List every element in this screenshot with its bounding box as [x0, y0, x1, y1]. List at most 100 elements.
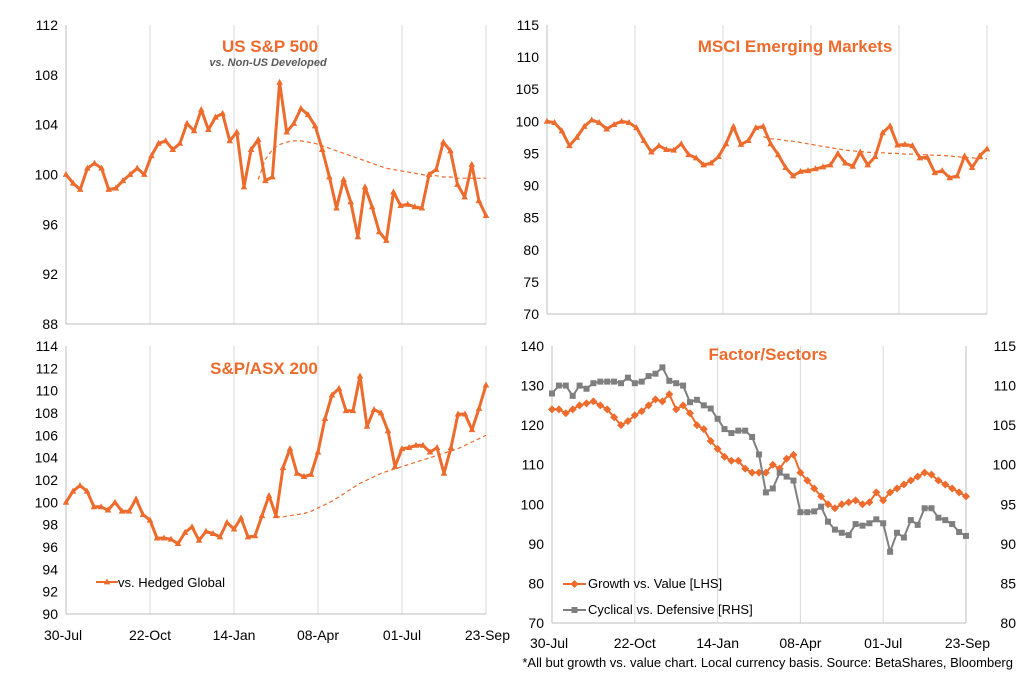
- asx200-ytick-label: 106: [35, 427, 59, 443]
- factor-growth-point: [893, 484, 901, 493]
- msci_em-data-point: [789, 172, 797, 179]
- asx200-xtick-label: 14-Jan: [213, 627, 256, 643]
- asx200-data-point: [314, 448, 322, 455]
- factor-growth-point: [568, 405, 577, 414]
- factor-cyclical-point: [873, 516, 880, 523]
- sp500-data-point: [219, 109, 226, 116]
- asx200-ytick-label: 92: [42, 584, 58, 600]
- sp500-subtitle: vs. Non-US Developed: [209, 57, 327, 69]
- sp500-data-point: [262, 177, 269, 184]
- factor-ytick-right-label: 110: [994, 378, 1017, 394]
- factor-title: Factor/Sectors: [708, 345, 827, 364]
- sp500-trend-line: [257, 140, 486, 180]
- asx200-data-point: [195, 536, 203, 543]
- msci_em-data-point: [953, 172, 961, 179]
- factor-cyclical-point: [935, 514, 942, 521]
- factor-cyclical-point: [818, 503, 825, 510]
- sp500-data-point: [475, 197, 483, 204]
- sp500-data-point: [126, 170, 134, 177]
- factor-xtick-label: 08-Apr: [779, 635, 821, 651]
- msci_em-data-point: [938, 167, 946, 174]
- asx200-data-point: [405, 444, 413, 451]
- factor-growth-point: [630, 411, 639, 420]
- factor-growth-point: [617, 421, 625, 430]
- asx200-xtick-label: 08-Apr: [297, 627, 339, 643]
- factor-growth-point: [596, 401, 605, 410]
- factor-growth-point: [658, 397, 667, 406]
- msci_em-data-point: [931, 169, 939, 176]
- factor-growth-point: [610, 413, 619, 422]
- factor-cyclical-point: [680, 382, 687, 389]
- factor-ytick-label: 80: [528, 575, 544, 591]
- factor-cyclical-point: [624, 374, 631, 381]
- sp500-ytick-label: 96: [42, 216, 58, 232]
- factor-growth-point: [692, 421, 701, 430]
- msci_em-data-point: [573, 133, 581, 140]
- msci_em-data-point: [700, 161, 707, 168]
- factor-legend-growth-label: Growth vs. Value [LHS]: [588, 576, 722, 591]
- factor-legend-growth-marker: [570, 580, 579, 588]
- factor-cyclical-point: [949, 521, 956, 528]
- msci_em-data-point: [558, 127, 566, 134]
- factor-cyclical-point: [756, 451, 762, 458]
- asx200-xtick-label: 22-Oct: [129, 627, 171, 643]
- asx200-data-point: [223, 518, 231, 525]
- msci_em-data-point: [827, 161, 834, 168]
- asx200-data-point: [349, 407, 357, 414]
- factor-growth-point: [699, 425, 708, 434]
- factor-cyclical-point: [673, 380, 680, 387]
- chart-marks: [62, 78, 991, 613]
- msci_em-ytick-label: 95: [523, 145, 539, 161]
- asx200-data-point: [356, 372, 364, 379]
- sp500-data-point: [297, 104, 305, 111]
- sp500-data-point: [148, 152, 155, 159]
- factor-cyclical-point: [963, 532, 969, 539]
- factor-cyclical-point: [914, 521, 921, 528]
- factor-ytick-right-label: 100: [993, 457, 1017, 473]
- sp500-data-point: [482, 212, 490, 219]
- sp500-data-point: [404, 200, 411, 207]
- msci_em-data-point: [663, 145, 670, 152]
- factor-growth-point: [713, 444, 722, 453]
- factor-growth-point: [679, 401, 688, 410]
- factor-growth-point: [955, 488, 964, 497]
- msci_em-data-point: [551, 119, 558, 126]
- msci-em-title: MSCI Emerging Markets: [698, 37, 893, 56]
- asx200-data-point: [398, 445, 406, 452]
- factor-cyclical-point: [852, 521, 859, 528]
- msci_em-data-point: [946, 174, 954, 181]
- msci_em-data-point: [886, 122, 894, 129]
- asx200-data-point: [251, 532, 259, 539]
- factor-cyclical-point: [604, 378, 611, 385]
- factor-growth-point: [851, 496, 860, 505]
- factor-cyclical-point: [797, 509, 804, 516]
- factor-growth-point: [810, 484, 819, 493]
- factor-growth-point: [623, 417, 632, 426]
- factor-cyclical-point: [859, 522, 866, 529]
- asx200-data-point: [447, 444, 455, 451]
- asx200-ytick-label: 96: [42, 539, 58, 555]
- factor-ytick-label: 140: [521, 338, 545, 354]
- factor-growth-point: [582, 399, 591, 408]
- factor-growth-point: [741, 464, 750, 473]
- factor-cyclical-point: [845, 532, 852, 539]
- sp500-data-point: [432, 165, 440, 172]
- factor-growth-point: [575, 401, 584, 410]
- sp500-data-point: [197, 106, 205, 113]
- factor-growth-point: [934, 476, 943, 485]
- asx200-ytick-label: 98: [42, 517, 58, 533]
- sp500-data-point: [290, 119, 298, 126]
- factor-growth-point: [948, 484, 957, 493]
- factor-ytick-label: 100: [521, 496, 545, 512]
- sp500-data-point: [447, 147, 454, 154]
- factor-growth-point: [824, 500, 832, 509]
- sp500-data-point: [340, 175, 347, 182]
- msci_em-data-point: [580, 122, 588, 129]
- factor-ytick-label: 130: [521, 378, 545, 394]
- factor-growth-point: [830, 504, 839, 513]
- factor-ytick-right-label: 115: [994, 338, 1017, 354]
- msci_em-data-point: [819, 163, 827, 170]
- sp500-data-point: [62, 170, 70, 177]
- sp500-data-point: [169, 145, 177, 152]
